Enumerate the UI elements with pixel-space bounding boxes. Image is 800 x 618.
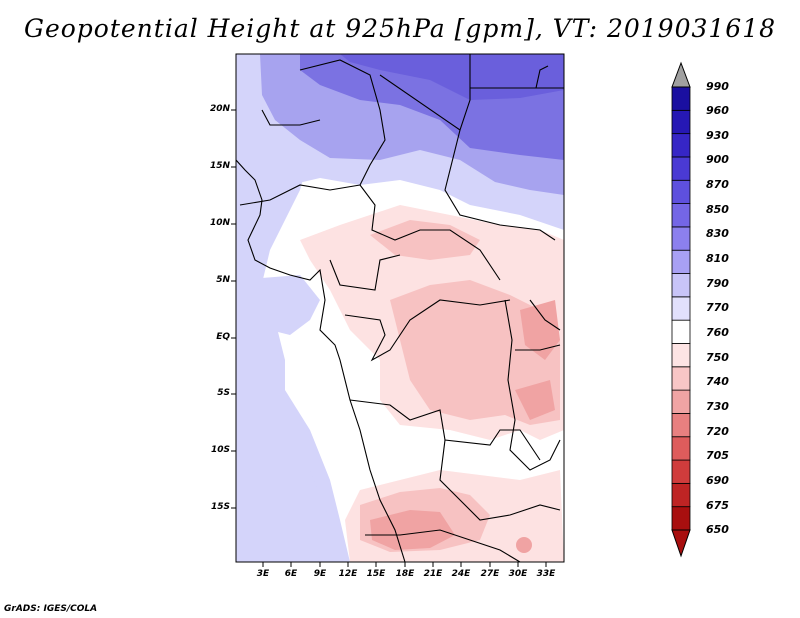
colorbar-swatch (671, 366, 691, 391)
colorbar-label: 960 (706, 104, 729, 117)
chart-title: Geopotential Height at 925hPa [gpm], VT:… (23, 14, 777, 43)
lon-label-15e: 15E (366, 569, 386, 579)
border-central-2 (329, 254, 401, 291)
colorbar-label: 720 (706, 425, 729, 438)
border-angola-zambia (439, 439, 561, 521)
colorbar-label: 740 (706, 375, 729, 388)
colorbar-label: 870 (706, 178, 729, 191)
colorbar-swatch (671, 389, 691, 414)
border-sudan (444, 87, 564, 241)
colorbar-swatch (671, 86, 691, 111)
colorbar-label: 900 (706, 153, 729, 166)
east-pink-dark-2 (515, 380, 555, 420)
colorbar-label: 760 (706, 326, 729, 339)
central-pink-mid (390, 280, 560, 425)
colorbar-swatch (671, 319, 691, 344)
country-borders (236, 54, 564, 562)
lon-label-6e: 6E (284, 569, 298, 579)
colorbar-label: 930 (706, 129, 729, 142)
colorbar-swatch (671, 273, 691, 298)
border-west-africa (239, 109, 361, 206)
colorbar-swatch (671, 203, 691, 228)
colorbar-swatch (671, 249, 691, 274)
lon-label-9e: 9E (313, 569, 327, 579)
colorbar-label: 650 (706, 523, 729, 536)
colorbar-swatch (671, 459, 691, 484)
border-namibia (365, 529, 521, 562)
lon-label-12e: 12E (338, 569, 358, 579)
height-field (236, 54, 564, 562)
colorbar-swatch (671, 226, 691, 251)
colorbar-swatch (671, 296, 691, 321)
ocean-blue-patch (236, 275, 320, 335)
lat-label-5s: 5S (217, 388, 230, 398)
colorbar-label: 675 (706, 499, 729, 512)
border-northeast (535, 65, 549, 89)
border-central-1 (359, 184, 501, 281)
colorbar-swatch (671, 343, 691, 368)
colorbar-swatch (671, 436, 691, 461)
colorbar-swatch (671, 109, 691, 135)
colorbar-label: 990 (706, 80, 729, 93)
lat-label-10n: 10N (209, 218, 230, 228)
lon-label-33e: 33E (536, 569, 556, 579)
colorbar-label: 705 (706, 449, 729, 462)
lon-label-21e: 21E (423, 569, 443, 579)
border-sahara-north (299, 59, 386, 186)
border-east-2 (515, 299, 561, 351)
border-congo (344, 299, 511, 362)
lat-ticks (231, 109, 236, 509)
lat-label-5n: 5N (216, 275, 230, 285)
colorbar-label: 830 (706, 227, 729, 240)
border-east-lakes (504, 299, 561, 471)
colorbar-label: 790 (706, 277, 729, 290)
colorbar-swatch (671, 179, 691, 204)
northern-pink-band (370, 220, 480, 260)
lon-label-18e: 18E (395, 569, 415, 579)
lat-label-10s: 10S (210, 445, 230, 455)
lon-label-3e: 3E (256, 569, 270, 579)
lat-label-eq: EQ (216, 332, 230, 342)
lon-label-30e: 30E (508, 569, 528, 579)
east-pink-dark (520, 300, 560, 360)
colorbar-swatch (671, 482, 691, 508)
lon-label-24e: 24E (451, 569, 471, 579)
colorbar-label: 770 (706, 301, 729, 314)
colorbar-over-arrow (671, 61, 691, 88)
map-frame (235, 53, 565, 563)
colorbar-swatch (671, 133, 691, 158)
lat-label-20n: 20N (209, 104, 230, 114)
colorbar-label: 730 (706, 400, 729, 413)
lon-label-27e: 27E (480, 569, 500, 579)
colorbar-swatch (671, 156, 691, 181)
coastline (236, 159, 406, 562)
south-pink-dark (370, 510, 455, 550)
south-pink-spot (516, 537, 532, 553)
colorbar-swatch (671, 413, 691, 438)
lat-label-15s: 15S (210, 502, 230, 512)
colorbar-under-arrow (671, 529, 691, 558)
lon-ticks (262, 562, 547, 567)
border-sahara-east (379, 54, 471, 131)
colorbar-label: 850 (706, 203, 729, 216)
lat-label-15n: 15N (209, 161, 230, 171)
colorbar-label: 750 (706, 351, 729, 364)
colorbar-label: 690 (706, 474, 729, 487)
southwest-blue-strip (236, 440, 345, 562)
grads-credit: GrADS: IGES/COLA (4, 604, 98, 614)
colorbar-swatch (671, 506, 691, 531)
colorbar (671, 61, 691, 558)
colorbar-label: 810 (706, 252, 729, 265)
